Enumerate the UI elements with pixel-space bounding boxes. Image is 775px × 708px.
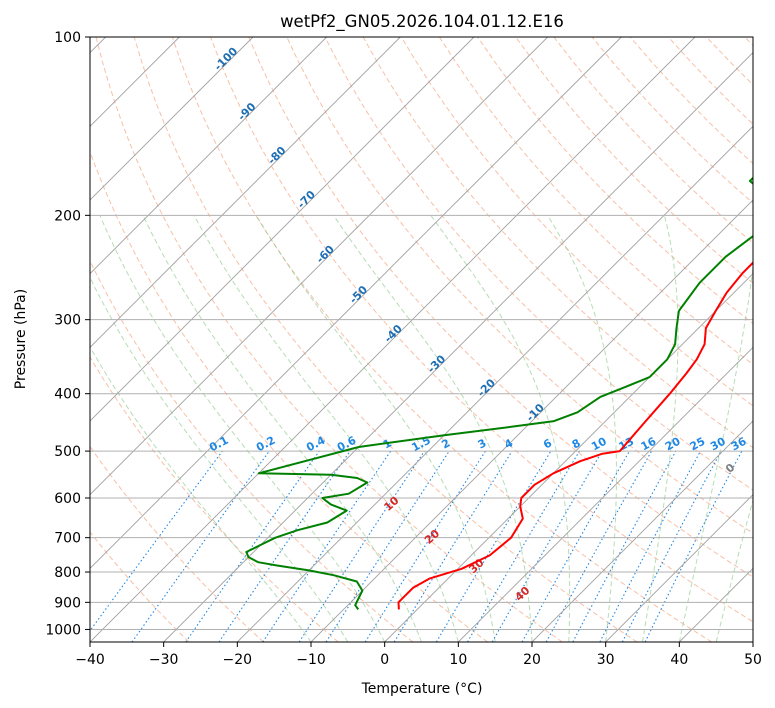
mixing-ratio-line bbox=[325, 450, 450, 642]
isotherm-line bbox=[90, 37, 327, 275]
y-tick-label: 800 bbox=[54, 565, 81, 581]
mixing-ratio-label: 20 bbox=[663, 435, 683, 454]
mixing-ratio-label: 10 bbox=[589, 435, 609, 454]
mixing-ratio-label: 36 bbox=[729, 435, 749, 454]
y-tick-label: 300 bbox=[54, 313, 81, 329]
dry-adiabat bbox=[90, 445, 264, 642]
dry-adiabat bbox=[438, 37, 753, 366]
dry-adiabat bbox=[324, 37, 753, 491]
isotherm-line bbox=[90, 37, 696, 642]
y-tick-label: 100 bbox=[54, 30, 81, 46]
background-lines bbox=[90, 37, 753, 642]
pressure-gridlines bbox=[90, 37, 753, 642]
dry-adiabat bbox=[90, 531, 190, 642]
x-tick-label: 40 bbox=[670, 652, 688, 668]
dry-adiabat bbox=[90, 356, 339, 642]
isotherm-line bbox=[531, 420, 753, 642]
y-tick-label: 900 bbox=[54, 595, 81, 611]
y-tick-label: 500 bbox=[54, 444, 81, 460]
mixing-ratio-label: 16 bbox=[639, 435, 659, 454]
moist-adiabat bbox=[678, 264, 753, 642]
y-axis-label: Pressure (hPa) bbox=[13, 289, 29, 389]
y-axis-ticks: 100 200 300 400 500 600 700 800 900 1000 bbox=[45, 30, 90, 638]
moist-adiabat bbox=[430, 215, 571, 642]
isotherm-line bbox=[605, 494, 753, 642]
dewpoint-profile-line bbox=[245, 176, 753, 610]
isotherm-line bbox=[90, 37, 401, 348]
moist-adiabat bbox=[99, 215, 386, 642]
isotherm-line bbox=[90, 37, 254, 201]
y-tick-label: 700 bbox=[54, 531, 81, 547]
x-tick-label: 30 bbox=[597, 652, 615, 668]
temperature-profile-line bbox=[397, 261, 753, 610]
chart-title: wetPf2_GN05.2026.104.01.12.E16 bbox=[280, 12, 564, 32]
y-tick-label: 1000 bbox=[45, 622, 81, 638]
x-tick-label: −40 bbox=[75, 652, 105, 668]
x-tick-label: −20 bbox=[223, 652, 253, 668]
moist-adiabat bbox=[255, 215, 496, 642]
dry-adiabat bbox=[133, 37, 638, 642]
mixing-ratio-line bbox=[644, 450, 743, 642]
moist-adiabat bbox=[90, 346, 312, 642]
dry-adiabat bbox=[400, 37, 753, 407]
x-tick-label: 10 bbox=[449, 652, 467, 668]
mixing-ratio-line bbox=[262, 450, 392, 642]
mixing-ratio-label: 25 bbox=[688, 435, 708, 454]
isotherm-line bbox=[163, 52, 753, 642]
isotherm-line bbox=[458, 346, 753, 642]
isotherm-line bbox=[90, 37, 548, 496]
dry-adiabat bbox=[171, 37, 712, 642]
isotherm-line bbox=[384, 273, 753, 642]
mixing-ratio-line bbox=[572, 450, 677, 642]
plot-frame bbox=[89, 36, 754, 643]
mixing-ratio-line bbox=[90, 450, 223, 632]
mixing-ratio-line bbox=[131, 450, 270, 642]
profile-lines bbox=[245, 176, 753, 610]
dry-adiabat bbox=[248, 37, 753, 578]
y-tick-label: 600 bbox=[54, 491, 81, 507]
moist-adiabat bbox=[193, 215, 459, 642]
mixing-ratio-line bbox=[393, 450, 513, 642]
mixing-ratio-line bbox=[218, 450, 351, 642]
x-tick-label: 50 bbox=[744, 652, 762, 668]
isotherm-line bbox=[310, 199, 753, 642]
dry-adiabat bbox=[515, 37, 753, 284]
moist-adiabat bbox=[547, 215, 617, 642]
mixing-ratio-line bbox=[185, 450, 320, 642]
x-tick-label: 20 bbox=[523, 652, 541, 668]
dry-adiabat bbox=[90, 150, 488, 642]
x-tick-label: −30 bbox=[149, 652, 179, 668]
x-axis-ticks: −40 −30 −20 −10 0 10 20 30 40 50 bbox=[75, 642, 762, 668]
mixing-ratio-line bbox=[298, 450, 425, 642]
isotherm-line bbox=[90, 37, 475, 422]
isotherm-line bbox=[90, 37, 622, 569]
moist-adiabat bbox=[142, 215, 422, 642]
y-tick-label: 200 bbox=[54, 208, 81, 224]
dry-adiabat bbox=[95, 37, 563, 642]
mixing-ratio-label: 30 bbox=[708, 435, 728, 454]
y-tick-label: 400 bbox=[54, 387, 81, 403]
x-tick-label: 0 bbox=[380, 652, 389, 668]
mixing-ratio-line bbox=[521, 450, 630, 642]
moist-adiabat bbox=[715, 497, 753, 642]
isotherm-line bbox=[237, 125, 753, 642]
dry-adiabat bbox=[210, 37, 753, 623]
x-tick-label: −10 bbox=[296, 652, 326, 668]
x-axis-label: Temperature (°C) bbox=[361, 681, 483, 697]
mixing-ratio-line bbox=[545, 450, 653, 642]
moist-adiabat bbox=[642, 215, 679, 642]
